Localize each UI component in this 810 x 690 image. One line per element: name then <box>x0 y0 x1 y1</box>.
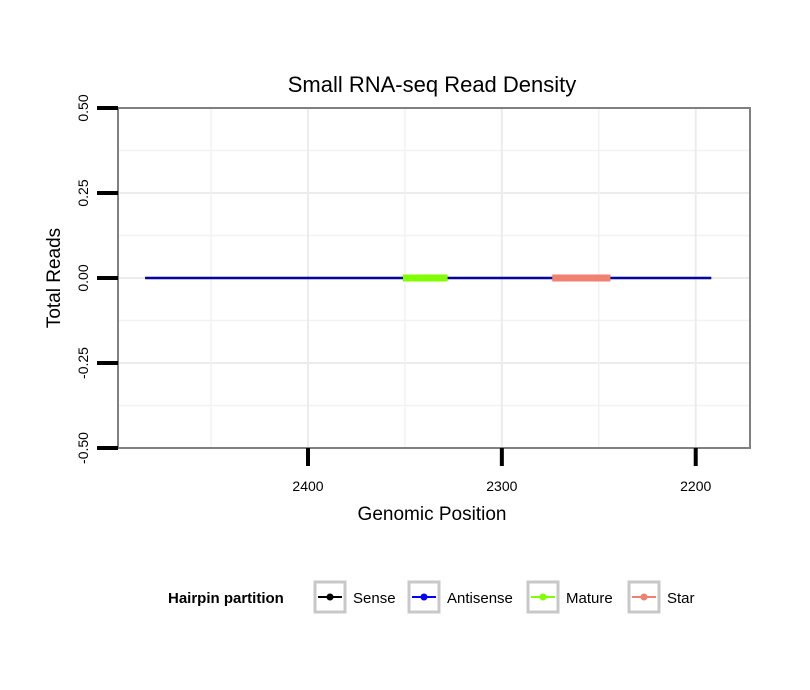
y-axis: -0.50 -0.25 0.00 0.25 0.50 <box>75 94 118 464</box>
legend-label-antisense: Antisense <box>447 590 513 607</box>
x-axis-title: Genomic Position <box>358 504 507 525</box>
y-axis-title: Total Reads <box>44 228 65 328</box>
y-tick-label: 0.25 <box>75 179 91 206</box>
legend-title: Hairpin partition <box>168 590 284 607</box>
y-tick-label: -0.25 <box>75 347 91 379</box>
legend-label-star: Star <box>667 590 695 607</box>
legend-key-antisense <box>407 580 441 614</box>
chart-title: Small RNA-seq Read Density <box>288 72 577 97</box>
x-tick-label: 2400 <box>292 478 323 494</box>
legend-label-sense: Sense <box>353 590 396 607</box>
y-tick-label: 0.00 <box>75 264 91 291</box>
legend-key-point-mature <box>539 593 547 601</box>
y-tick-label: -0.50 <box>75 432 91 464</box>
y-tick-label: 0.50 <box>75 94 91 121</box>
legend-key-point-antisense <box>420 593 428 601</box>
x-tick-label: 2200 <box>680 478 711 494</box>
legend-key-point-star <box>640 593 648 601</box>
legend-key-point-sense <box>326 593 334 601</box>
legend-label-mature: Mature <box>566 590 613 607</box>
legend: Hairpin partition Sense Antisense Mature St… <box>168 580 695 614</box>
x-tick-label: 2300 <box>486 478 517 494</box>
x-axis: 2400 2300 2200 <box>292 448 711 494</box>
